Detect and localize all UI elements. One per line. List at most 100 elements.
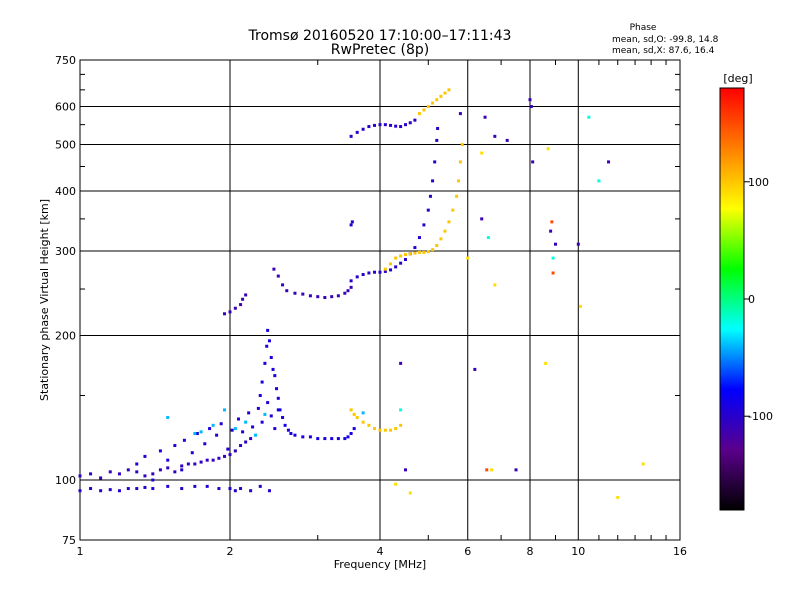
phase-stats-o: mean, sd,O: -99.8, 14.8 bbox=[612, 35, 719, 45]
data-point bbox=[228, 310, 232, 314]
data-point bbox=[355, 275, 359, 279]
data-point bbox=[551, 256, 555, 260]
data-point bbox=[576, 242, 580, 246]
data-point bbox=[223, 408, 227, 412]
data-point bbox=[258, 394, 262, 398]
data-point bbox=[389, 123, 393, 127]
data-point bbox=[531, 160, 535, 164]
data-point bbox=[78, 474, 82, 478]
data-point bbox=[285, 289, 289, 293]
x-tick-label: 16 bbox=[673, 545, 687, 558]
data-point bbox=[308, 294, 312, 298]
data-point bbox=[230, 428, 234, 432]
data-point bbox=[641, 462, 645, 466]
data-point bbox=[260, 380, 264, 384]
data-point bbox=[180, 487, 184, 491]
data-point bbox=[394, 256, 398, 260]
data-point bbox=[117, 472, 121, 476]
data-point bbox=[493, 134, 497, 138]
data-point bbox=[443, 91, 447, 95]
data-point bbox=[417, 236, 421, 240]
data-point bbox=[272, 267, 276, 271]
data-point bbox=[233, 449, 237, 453]
data-point bbox=[346, 435, 350, 439]
data-point bbox=[394, 482, 398, 486]
data-point bbox=[205, 458, 209, 462]
data-point bbox=[199, 460, 203, 464]
data-point bbox=[349, 285, 353, 289]
data-point bbox=[316, 437, 320, 441]
data-point bbox=[408, 252, 412, 256]
data-point bbox=[151, 478, 155, 482]
data-point bbox=[166, 466, 170, 470]
colorbar-ticks: 100 0 -100 bbox=[744, 176, 773, 423]
data-point bbox=[143, 485, 147, 489]
data-point bbox=[233, 427, 237, 431]
data-point bbox=[486, 236, 490, 240]
data-point bbox=[135, 462, 139, 466]
data-point bbox=[281, 415, 285, 419]
data-point bbox=[217, 456, 221, 460]
data-point bbox=[239, 444, 243, 448]
data-point bbox=[435, 98, 439, 102]
data-point bbox=[108, 488, 112, 492]
data-point bbox=[256, 406, 260, 410]
data-point bbox=[173, 470, 177, 474]
data-point bbox=[616, 495, 620, 499]
data-point bbox=[258, 484, 262, 488]
data-point bbox=[455, 194, 459, 198]
data-point bbox=[251, 425, 255, 429]
data-point bbox=[283, 423, 287, 427]
colorbar-tick-label: 0 bbox=[748, 293, 755, 306]
data-point bbox=[483, 115, 487, 119]
data-point bbox=[271, 367, 275, 371]
data-point bbox=[480, 151, 484, 155]
data-point bbox=[443, 229, 447, 233]
chart-subtitle: RwPretec (8p) bbox=[331, 42, 429, 58]
data-point bbox=[403, 258, 407, 262]
x-tick-label: 10 bbox=[571, 545, 585, 558]
data-point bbox=[399, 408, 403, 412]
data-point bbox=[458, 160, 462, 164]
data-point bbox=[428, 194, 432, 198]
data-point bbox=[355, 130, 359, 134]
data-point bbox=[263, 361, 267, 365]
data-point bbox=[435, 244, 439, 248]
data-point bbox=[273, 374, 277, 378]
data-point bbox=[417, 112, 421, 116]
data-point bbox=[244, 293, 248, 297]
data-point bbox=[249, 437, 253, 441]
y-axis-label: Stationary phase Virtual Height [km] bbox=[38, 199, 51, 401]
data-point bbox=[403, 468, 407, 472]
data-point bbox=[193, 462, 197, 466]
data-point bbox=[349, 408, 353, 412]
data-point bbox=[151, 487, 155, 491]
data-point bbox=[426, 105, 430, 109]
data-point bbox=[550, 220, 554, 224]
data-point bbox=[336, 294, 340, 298]
colorbar-label: [deg] bbox=[723, 72, 752, 85]
phase-stats-x: mean, sd,X: 87.6, 16.4 bbox=[612, 46, 715, 56]
data-point bbox=[367, 271, 371, 275]
data-point bbox=[394, 265, 398, 269]
colorbar-tick-label: -100 bbox=[748, 410, 773, 423]
data-point bbox=[276, 274, 280, 278]
data-point bbox=[267, 489, 271, 493]
data-point bbox=[480, 217, 484, 221]
data-point bbox=[239, 303, 243, 307]
data-point bbox=[269, 355, 273, 359]
data-point bbox=[383, 428, 387, 432]
data-point bbox=[466, 256, 470, 260]
plot-frame bbox=[79, 59, 681, 541]
x-axis-ticks: 1 2 4 6 8 10 16 bbox=[77, 60, 687, 558]
data-point bbox=[182, 438, 186, 442]
data-point bbox=[293, 291, 297, 295]
data-point bbox=[439, 94, 443, 98]
data-point bbox=[278, 408, 282, 412]
data-point bbox=[126, 468, 130, 472]
x-tick-label: 2 bbox=[227, 545, 234, 558]
data-point bbox=[460, 143, 464, 147]
data-point bbox=[223, 312, 227, 316]
data-point bbox=[289, 432, 293, 436]
